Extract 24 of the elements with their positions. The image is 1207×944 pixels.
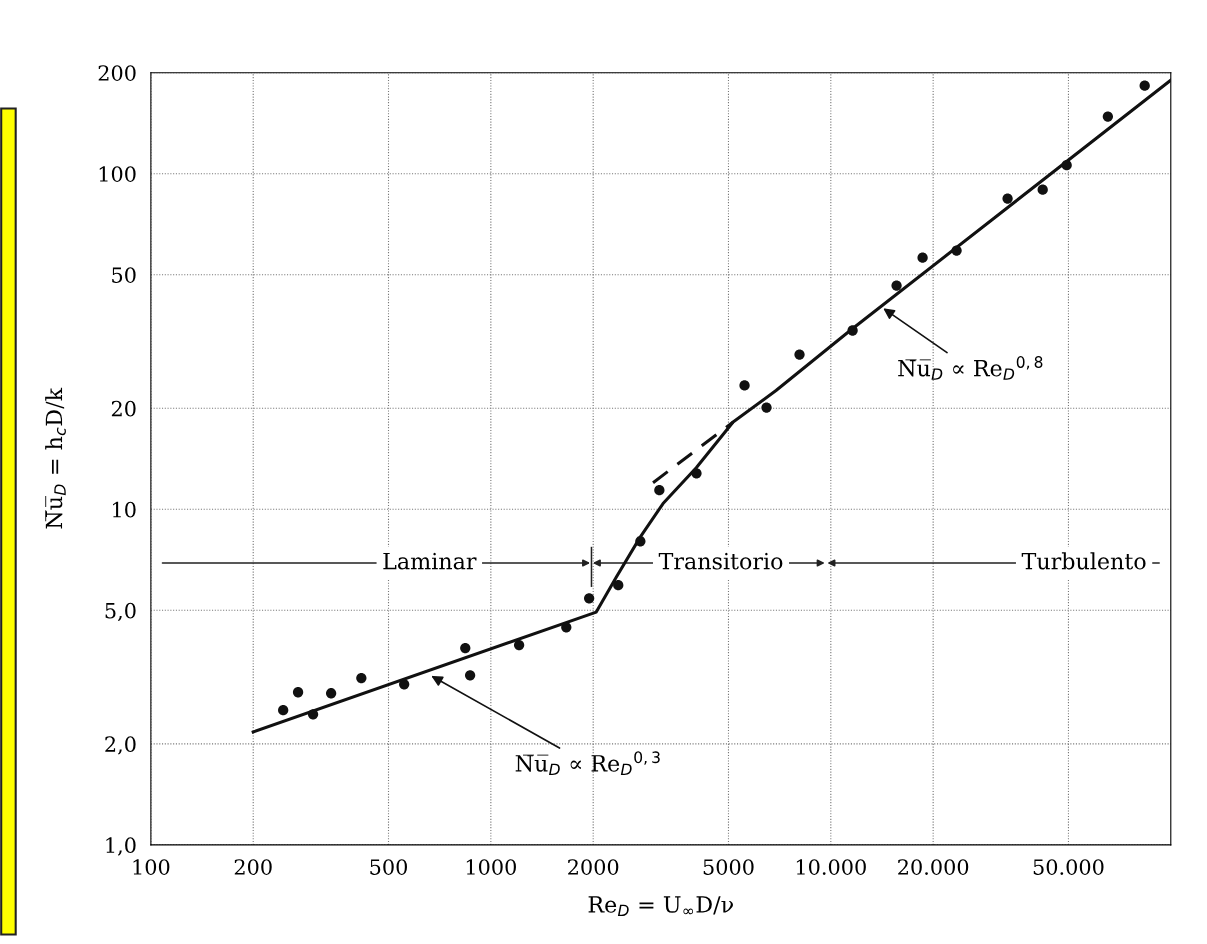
y-tick-label: 5,0 (105, 602, 136, 622)
annotation: Laminar (383, 552, 477, 570)
x-tick-label: 50.000 (1033, 859, 1104, 875)
annotation: Turbulento (1021, 552, 1146, 570)
y-tick-label: 200 (98, 65, 136, 81)
x-tick-label: 100 (133, 859, 170, 875)
annotation: Transitorio (658, 552, 783, 570)
y-tick-label: 20 (111, 400, 136, 417)
x-tick-label: 20.000 (898, 859, 969, 875)
y-tick-label: 50 (112, 267, 136, 283)
x-tick-label: 10.000 (796, 859, 866, 875)
x-tick-label: 200 (234, 859, 272, 875)
y-tick-label: 100 (99, 166, 136, 182)
y-tick-label: 10 (113, 501, 136, 518)
x-tick-label: 500 (370, 859, 407, 875)
y-tick-label: 1,0 (106, 837, 136, 856)
annotation: N̅u̅$_{D}$ ∝ Re$_{D}$$^{0,8}$ (898, 356, 1043, 380)
x-tick-label: 2000 (568, 859, 619, 875)
y-axis-title: N̅u̅$_{D}$ = h$_{c}$D/k (45, 387, 66, 529)
annotation: N̅u̅$_{D}$ ∝ Re$_{D}$$^{0,3}$ (515, 751, 660, 776)
x-tick-label: 5000 (703, 859, 754, 875)
x-tick-label: 1000 (466, 859, 516, 875)
y-tick-label: 2,0 (105, 736, 136, 755)
x-axis-title: Re$_{D}$ = U$_{∞}$D/ν (588, 896, 733, 917)
